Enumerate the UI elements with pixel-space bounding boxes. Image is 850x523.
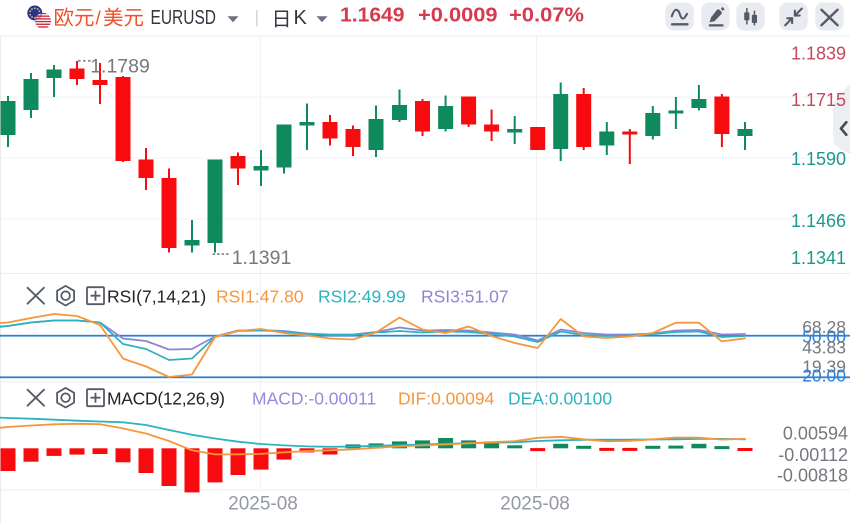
svg-text:+0.0009: +0.0009 [418, 5, 498, 27]
svg-text:+0.07%: +0.07% [509, 5, 584, 27]
svg-text:K: K [294, 7, 308, 29]
svg-text:1.1649: 1.1649 [340, 5, 405, 27]
svg-text:2025-08: 2025-08 [228, 494, 298, 515]
svg-text:19.39: 19.39 [802, 357, 846, 377]
svg-text:2025-08: 2025-08 [500, 494, 570, 515]
svg-text:/: / [96, 8, 102, 29]
svg-text:50.00: 50.00 [802, 327, 846, 347]
svg-text:RSI(7,14,21): RSI(7,14,21) [107, 287, 206, 307]
svg-text:MACD(12,26,9): MACD(12,26,9) [107, 389, 225, 409]
svg-text:1.1789: 1.1789 [90, 56, 150, 78]
svg-text:1.1341: 1.1341 [791, 248, 846, 268]
svg-text:1.1839: 1.1839 [791, 43, 846, 63]
svg-text:-0.00818: -0.00818 [777, 466, 848, 486]
svg-text:RSI1:47.80: RSI1:47.80 [216, 287, 304, 307]
svg-text:DEA:0.00100: DEA:0.00100 [508, 389, 612, 409]
svg-text:1.1715: 1.1715 [791, 90, 846, 110]
svg-text:1.1466: 1.1466 [791, 211, 846, 231]
svg-text:MACD:-0.00011: MACD:-0.00011 [252, 389, 376, 409]
svg-text:1.1391: 1.1391 [232, 247, 292, 269]
svg-text:EURUSD: EURUSD [151, 7, 217, 29]
svg-text:1.1590: 1.1590 [791, 149, 846, 169]
svg-text:DIF:0.00094: DIF:0.00094 [398, 389, 495, 409]
svg-text:20.00: 20.00 [802, 366, 846, 386]
svg-text:43.83: 43.83 [802, 338, 846, 358]
svg-text:RSI3:51.07: RSI3:51.07 [421, 287, 509, 307]
svg-text:-0.00112: -0.00112 [778, 445, 848, 465]
svg-text:68.28: 68.28 [802, 317, 846, 337]
svg-text:RSI2:49.99: RSI2:49.99 [318, 287, 406, 307]
svg-text:0.00594: 0.00594 [783, 423, 848, 443]
